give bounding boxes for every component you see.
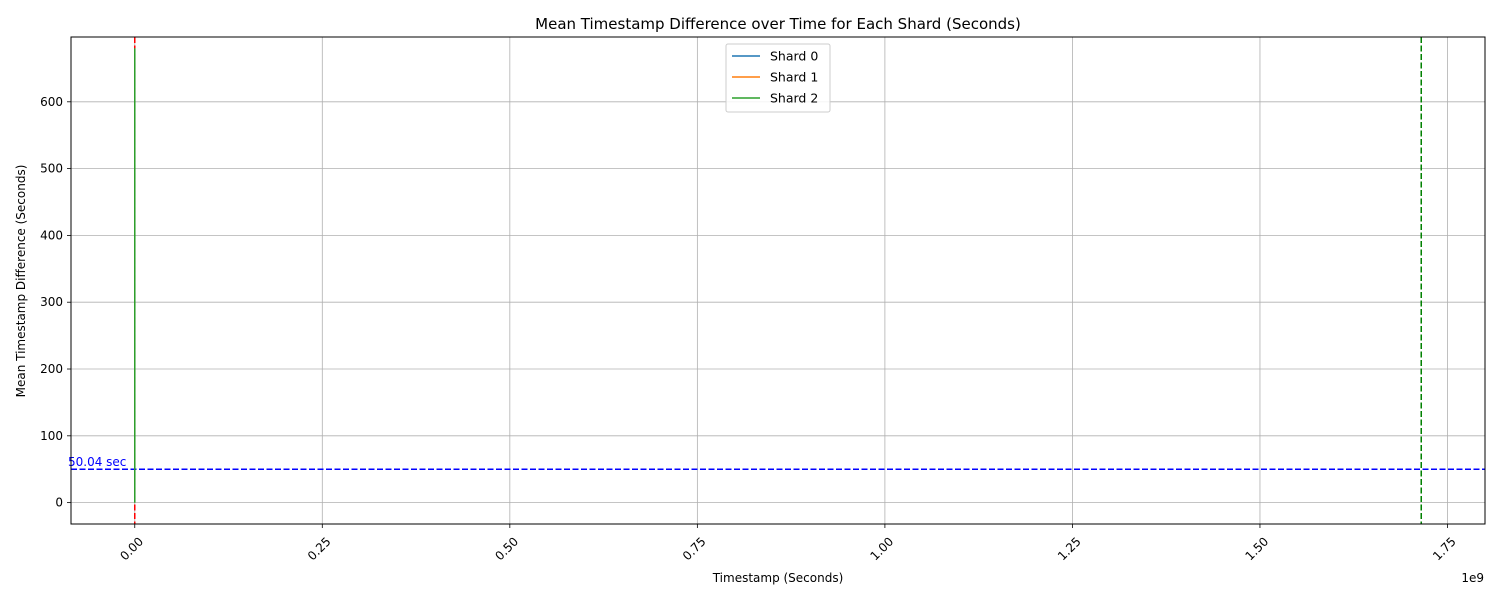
legend-label: Shard 0: [770, 49, 818, 64]
legend-label: Shard 2: [770, 91, 818, 106]
x-axis-offset-label: 1e9: [1461, 571, 1484, 585]
reference-line-label: 50.04 sec: [68, 455, 126, 469]
plot-frame: [70, 36, 1486, 525]
y-tick-label: 300: [40, 295, 63, 309]
x-axis-title: Timestamp (Seconds): [712, 571, 844, 585]
legend-label: Shard 1: [770, 70, 818, 85]
y-tick-label: 0: [55, 496, 63, 510]
y-tick-label: 500: [40, 162, 63, 176]
legend-box: [725, 43, 831, 113]
y-axis-ticks: 0 100 200 300 400 500 600: [40, 95, 71, 510]
y-tick-label: 200: [40, 362, 63, 376]
y-axis-title: Mean Timestamp Difference (Seconds): [14, 165, 28, 398]
y-tick-label: 100: [40, 429, 63, 443]
legend: Shard 0 Shard 1 Shard 2: [725, 43, 831, 113]
y-tick-label: 400: [40, 228, 63, 242]
chart-title: Mean Timestamp Difference over Time for …: [535, 15, 1021, 33]
y-tick-label: 600: [40, 95, 63, 109]
